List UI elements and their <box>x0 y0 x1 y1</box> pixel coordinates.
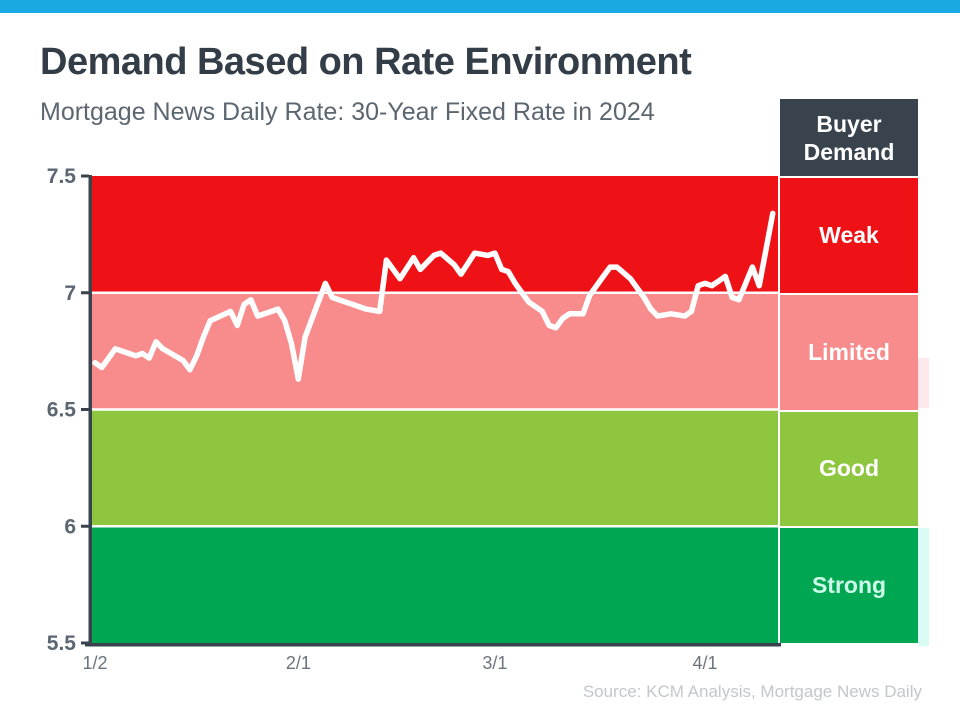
y-tick-label-6: 6 <box>64 515 76 538</box>
legend-band-good: Good <box>780 409 918 527</box>
legend-band-label: Limited <box>808 338 890 365</box>
y-axis-line <box>88 175 92 646</box>
y-tick-5.5 <box>81 641 89 645</box>
y-tick-label-5.5: 5.5 <box>47 632 77 655</box>
band-weak <box>92 176 778 293</box>
page-title: Demand Based on Rate Environment <box>40 41 692 83</box>
y-tick-label-7.5: 7.5 <box>47 165 77 188</box>
y-tick-7 <box>81 291 89 295</box>
x-axis-line <box>85 643 781 647</box>
y-tick-6 <box>81 524 89 528</box>
band-limited <box>92 292 778 410</box>
legend-band-weak: Weak <box>780 176 918 293</box>
legend-band-strong: Strong <box>780 526 918 643</box>
x-tick-label-3-1: 3/1 <box>482 653 507 673</box>
top-accent-bar <box>0 0 960 13</box>
legend-band-label: Weak <box>819 221 879 248</box>
legend-band-limited: Limited <box>780 292 918 410</box>
source-credit: Source: KCM Analysis, Mortgage News Dail… <box>582 682 922 701</box>
y-tick-label-7: 7 <box>64 282 76 305</box>
legend-band-label: Good <box>818 455 880 482</box>
page-subtitle: Mortgage News Daily Rate: 30-Year Fixed … <box>40 98 655 126</box>
y-tick-label-6.5: 6.5 <box>47 399 77 422</box>
y-tick-7.5 <box>81 174 89 178</box>
x-tick-label-1-2: 1/2 <box>82 653 107 673</box>
x-tick-label-2-1: 2/1 <box>286 653 311 673</box>
legend-band-label: Strong <box>811 572 887 599</box>
legend-header-buyer-demand: Buyer Demand <box>780 99 918 176</box>
rate-line <box>92 210 776 382</box>
y-tick-6.5 <box>81 408 89 411</box>
band-good <box>92 409 778 527</box>
band-strong <box>92 526 778 643</box>
x-tick-label-4-1: 4/1 <box>692 653 717 673</box>
